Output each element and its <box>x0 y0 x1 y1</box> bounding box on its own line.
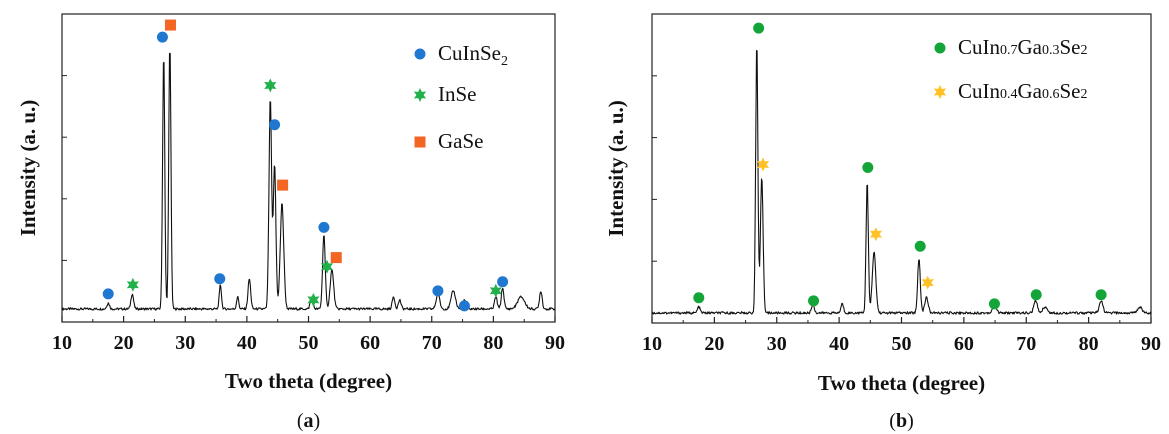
peak-marker-star <box>126 277 139 292</box>
peak-marker-circle <box>102 288 114 300</box>
peak-marker-circle <box>269 119 281 131</box>
legend-label: InSe <box>438 82 477 106</box>
peak-marker-circle <box>156 31 168 43</box>
x-axis-title: Two theta (degree) <box>225 369 392 393</box>
peak-marker-square <box>164 19 176 31</box>
peak-marker-square <box>330 252 342 264</box>
peak-marker-circle <box>1095 289 1107 301</box>
x-tick-label: 70 <box>1016 333 1036 355</box>
x-tick-label: 60 <box>360 332 380 354</box>
panel-label: (b) <box>889 410 913 432</box>
chart-panel-b: 10 20 30 40 50 60 70 80 90 Two theta (degree) Inte… <box>604 13 1161 432</box>
x-tick-label: 50 <box>892 333 912 355</box>
legend-star-icon <box>413 88 427 102</box>
y-axis-title: Intensity (a. u.) <box>16 100 40 237</box>
x-tick-label: 10 <box>642 333 662 355</box>
legend-label: CuIn0.4Ga0.6Se2 <box>958 79 1088 103</box>
legend: CuIn0.7Ga0.3Se2 CuIn0.4Ga0.6Se2 <box>933 35 1088 103</box>
x-tick-label: 40 <box>829 333 849 355</box>
x-tick-label: 60 <box>954 333 974 355</box>
legend-circle-icon <box>934 42 946 54</box>
x-tick-label: 50 <box>299 332 319 354</box>
x-tick-label: 30 <box>175 332 195 354</box>
x-tick-label: 90 <box>1141 333 1161 355</box>
legend-star-icon <box>933 85 947 99</box>
peak-marker-circle <box>497 276 509 288</box>
peak-marker-circle <box>318 221 330 233</box>
peak-marker-circle <box>808 295 820 307</box>
peak-marker-circle <box>753 22 765 34</box>
legend-square-icon <box>414 136 426 148</box>
peak-marker-star <box>869 227 882 242</box>
peak-marker-circle <box>988 298 1000 310</box>
x-tick-label: 10 <box>52 332 72 354</box>
x-tick-label: 20 <box>114 332 134 354</box>
peak-marker-circle <box>432 285 444 297</box>
peak-marker-star <box>921 275 934 290</box>
x-tick-label: 20 <box>704 333 724 355</box>
peak-marker-circle <box>214 273 226 285</box>
peak-marker-circle <box>458 300 470 312</box>
x-tick-label: 90 <box>545 332 565 354</box>
legend-label: CuIn0.7Ga0.3Se2 <box>958 35 1088 59</box>
x-tick-label: 80 <box>483 332 503 354</box>
panel-label: (a) <box>297 410 320 432</box>
peak-marker-square <box>277 179 289 191</box>
xrd-pattern-line <box>61 52 556 311</box>
peak-marker-star <box>307 292 320 307</box>
chart-panel-a: 10 20 30 40 50 60 70 80 90 Two theta (degree) Inte… <box>16 13 565 432</box>
peak-marker-circle <box>693 292 705 304</box>
x-tick-label: 30 <box>767 333 787 355</box>
legend-label: GaSe <box>438 129 484 153</box>
peak-marker-star <box>757 157 770 172</box>
plot-frame <box>651 13 1152 324</box>
y-axis-title: Intensity (a. u.) <box>604 100 628 237</box>
legend-label: CuInSe2 <box>438 41 508 69</box>
legend: CuInSe2 InSe GaSe <box>413 41 508 153</box>
peak-marker-circle <box>862 162 874 173</box>
x-axis-title: Two theta (degree) <box>818 371 985 395</box>
x-tick-label: 70 <box>422 332 442 354</box>
xrd-pattern-line <box>651 50 1152 315</box>
legend-circle-icon <box>414 48 426 60</box>
peak-marker-circle <box>1030 289 1042 301</box>
peak-marker-star <box>264 78 277 93</box>
peak-marker-star <box>320 259 333 274</box>
peak-marker-star <box>489 283 502 298</box>
x-tick-label: 80 <box>1079 333 1099 355</box>
peak-marker-circle <box>914 240 926 252</box>
x-tick-label: 40 <box>237 332 257 354</box>
